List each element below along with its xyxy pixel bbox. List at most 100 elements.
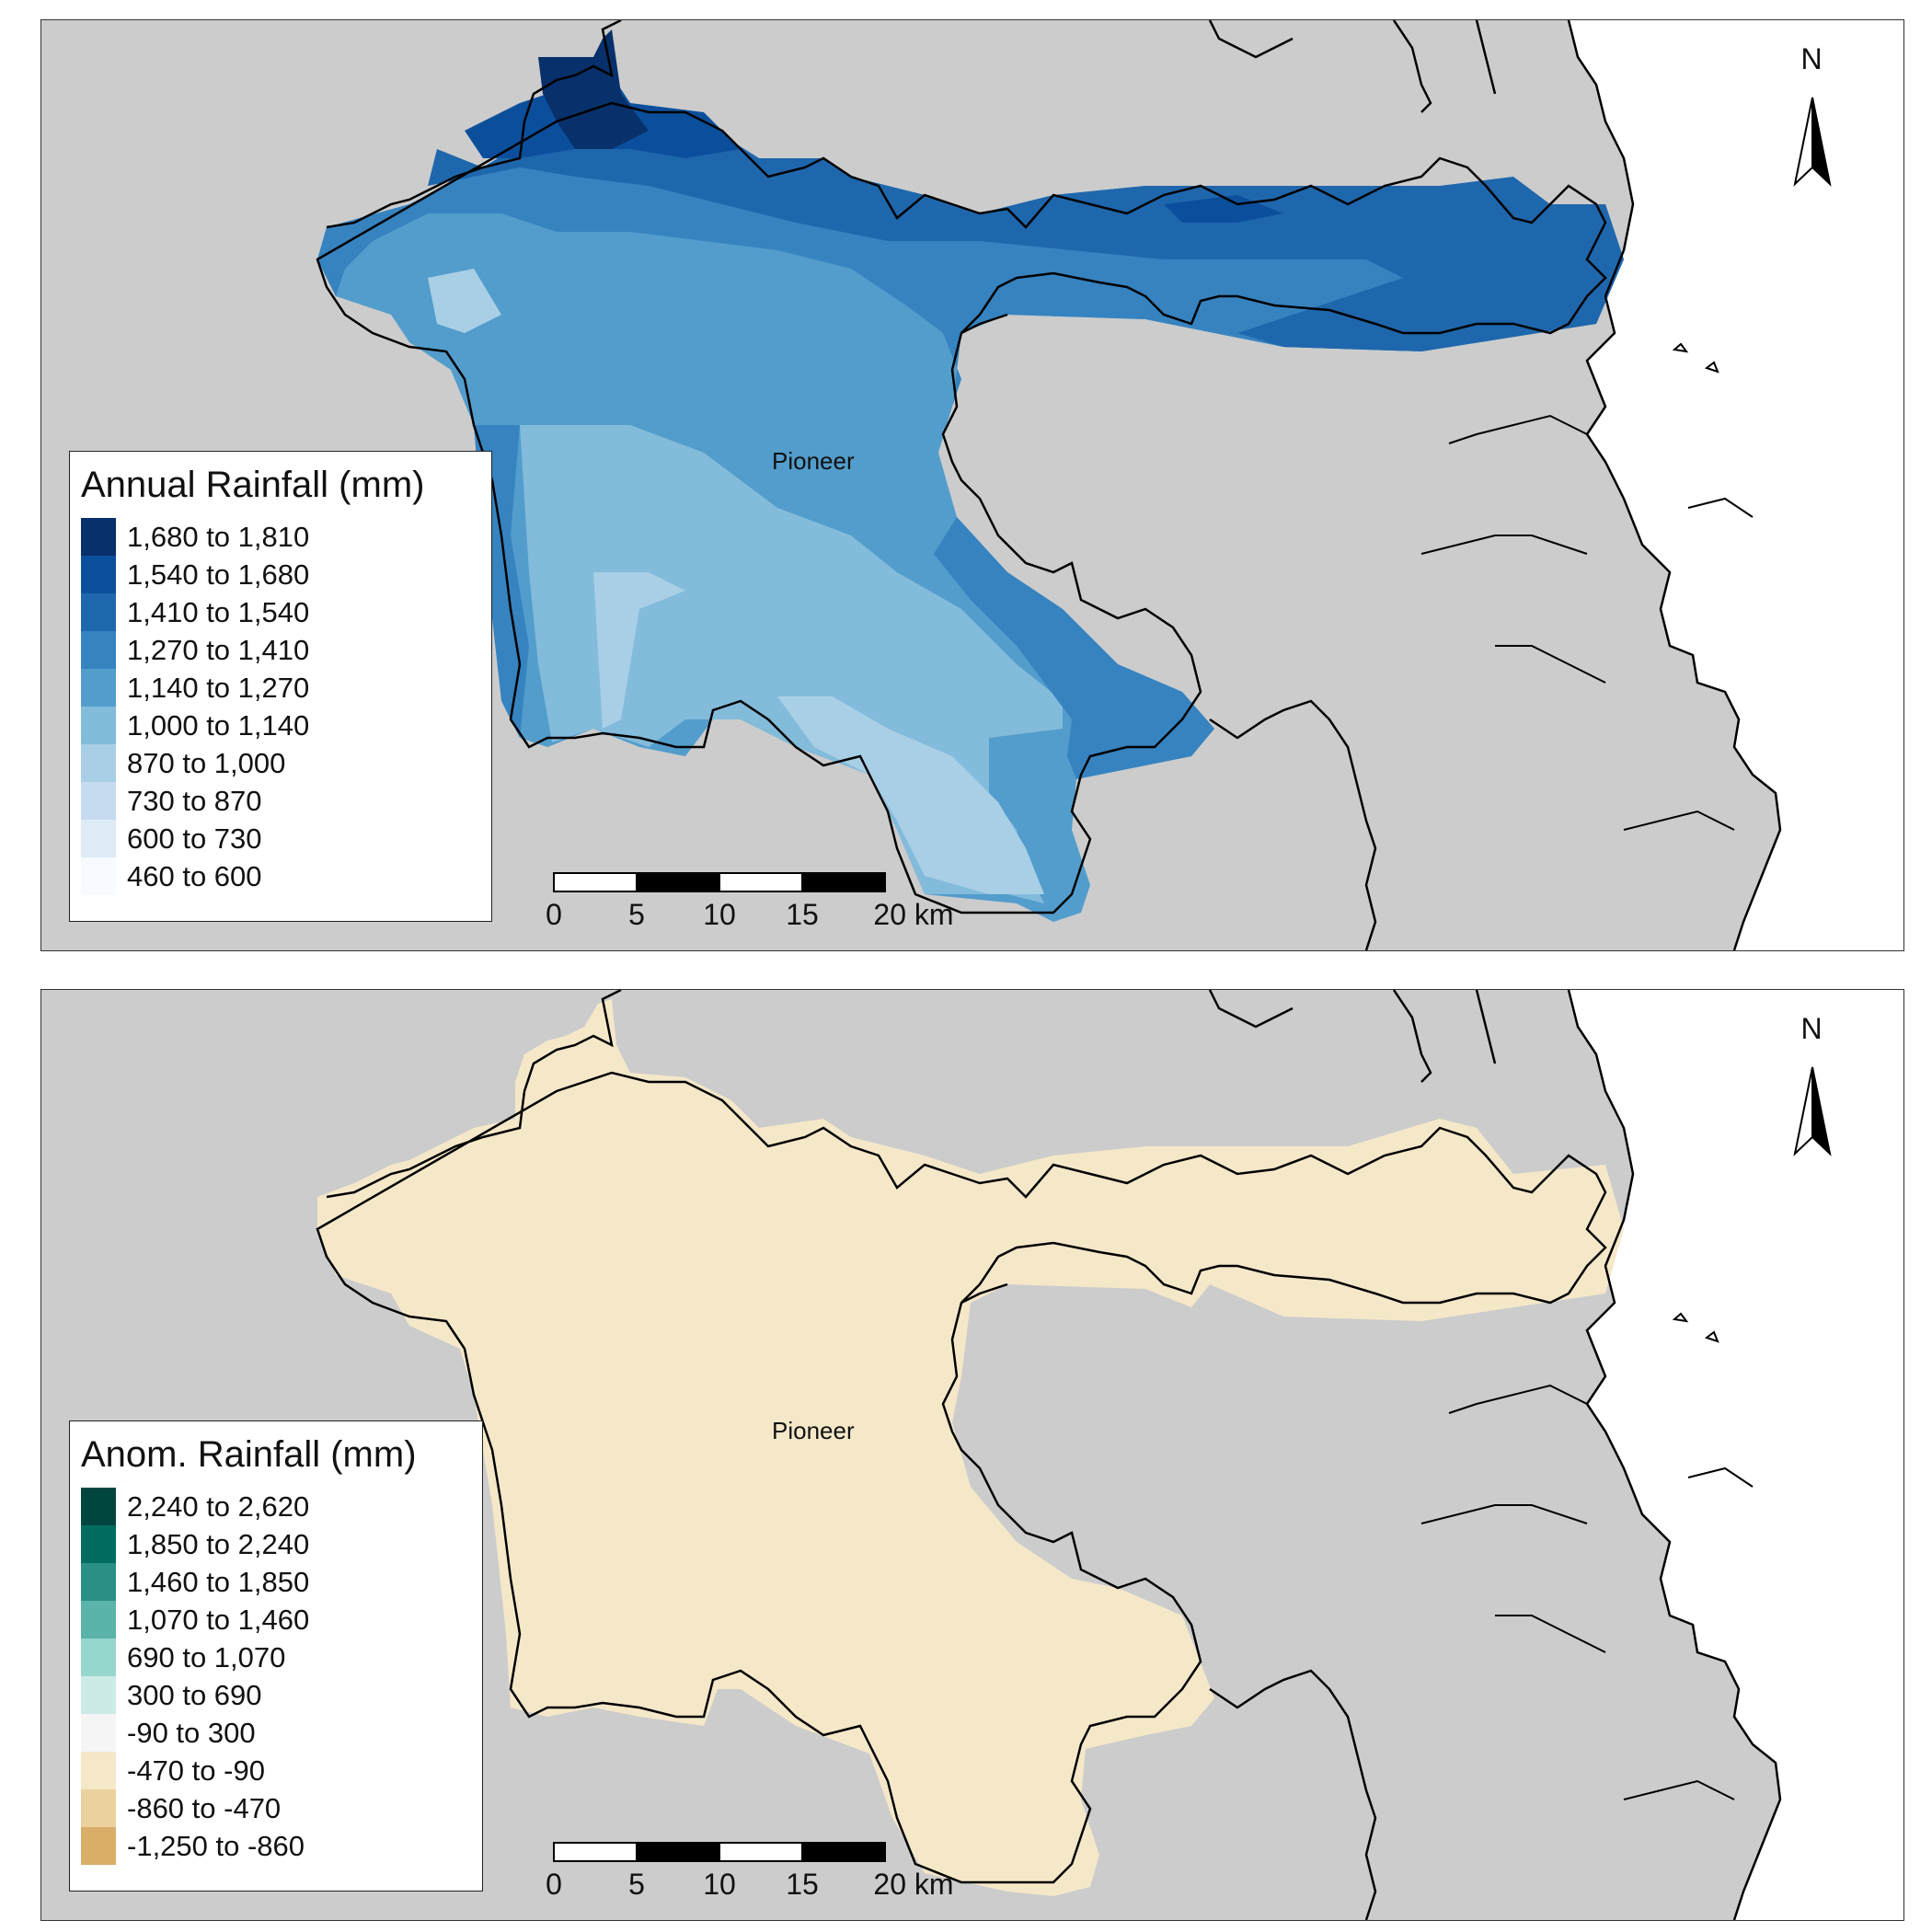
scale-bar [553,872,886,892]
estuaries [1420,1384,1754,1800]
legend-swatch [81,1601,116,1639]
legend-items: 2,240 to 2,620 1,850 to 2,240 1,460 to 1,8… [81,1488,471,1865]
catchment-boundary [316,990,1607,1884]
legend-swatch [81,518,116,556]
legend-item: 1,070 to 1,460 [81,1601,471,1639]
legend-item: 300 to 690 [81,1676,471,1714]
sea-area [1569,20,1903,950]
legend-swatch [81,593,116,631]
coastline-north [1208,990,1497,1083]
place-label-pioneer: Pioneer [772,1417,855,1444]
scale-bar [553,1842,886,1862]
legend-item: 1,850 to 2,240 [81,1525,471,1563]
legend-swatch [81,782,116,820]
legend-label: 1,070 to 1,460 [127,1603,310,1636]
scale-label-10: 10 [703,898,736,931]
legend-anomaly-rainfall: Anom. Rainfall (mm) 2,240 to 2,620 1,850 … [69,1420,483,1892]
legend-item: -1,250 to -860 [81,1827,471,1865]
legend-swatch [81,1827,116,1865]
legend-item: 460 to 600 [81,857,480,895]
anomaly-raster [317,999,1624,1896]
legend-swatch [81,1789,116,1827]
catchment-boundary [316,20,1607,914]
estuaries [1420,414,1754,831]
legend-item: 1,270 to 1,410 [81,631,480,669]
scale-label-20km: 20 km [873,898,954,931]
legend-label: -860 to -470 [127,1791,282,1824]
legend-item: 1,460 to 1,850 [81,1563,471,1601]
legend-item: 1,410 to 1,540 [81,593,480,631]
scale-label-15: 15 [786,898,819,931]
north-arrow-icon [1793,97,1832,187]
legend-item: 2,240 to 2,620 [81,1488,471,1525]
coastline [1567,20,1782,950]
legend-swatch [81,707,116,744]
legend-swatch [81,1488,116,1525]
scale-label-15: 15 [786,1868,819,1901]
legend-swatch [81,556,116,593]
north-arrow-label: N [1800,42,1823,75]
scale-label-0: 0 [546,898,562,931]
legend-items: 1,680 to 1,810 1,540 to 1,680 1,410 to 1,5… [81,518,480,895]
legend-item: 600 to 730 [81,820,480,857]
legend-item: 730 to 870 [81,782,480,820]
north-arrow-icon [1793,1066,1832,1156]
island [1672,342,1689,353]
legend-label: 730 to 870 [127,784,262,817]
north-arrow-label: N [1800,1012,1823,1045]
island-2 [1704,361,1719,374]
legend-swatch [81,1563,116,1601]
legend-item: 1,540 to 1,680 [81,556,480,593]
legend-item: 690 to 1,070 [81,1639,471,1676]
coastline [1567,990,1782,1920]
island [1672,1312,1689,1323]
scale-label-5: 5 [628,898,645,931]
legend-item: 1,680 to 1,810 [81,518,480,556]
legend-item: -90 to 300 [81,1714,471,1752]
legend-label: -1,250 to -860 [127,1829,305,1862]
legend-swatch [81,631,116,669]
legend-title: Annual Rainfall (mm) [81,465,425,505]
neighbour-boundary [1209,1669,1377,1920]
legend-swatch [81,1676,116,1714]
legend-item: -860 to -470 [81,1789,471,1827]
legend-label: 690 to 1,070 [127,1640,286,1673]
island-2 [1704,1330,1719,1343]
legend-label: -90 to 300 [127,1716,256,1749]
legend-item: 870 to 1,000 [81,744,480,782]
legend-label: 2,240 to 2,620 [127,1489,310,1523]
legend-swatch [81,1525,116,1563]
legend-swatch [81,1752,116,1789]
legend-item: 1,140 to 1,270 [81,669,480,707]
legend-label: 870 to 1,000 [127,746,286,779]
neighbour-boundary [1209,699,1377,950]
annual-rainfall-map [41,20,1903,950]
legend-label: 460 to 600 [127,859,262,892]
scale-label-20km: 20 km [873,1868,954,1901]
legend-item: -470 to -90 [81,1752,471,1789]
legend-item: 1,000 to 1,140 [81,707,480,744]
annual-rainfall-map-panel: Pioneer N 0 5 10 15 20 km Annual Rainfal… [40,19,1904,951]
place-label-pioneer: Pioneer [772,447,855,475]
scale-label-5: 5 [628,1868,645,1901]
legend-label: 1,140 to 1,270 [127,671,310,704]
legend-swatch [81,669,116,707]
legend-swatch [81,820,116,857]
legend-label: 1,460 to 1,850 [127,1565,310,1598]
legend-label: 1,680 to 1,810 [127,520,310,553]
legend-label: 1,000 to 1,140 [127,708,310,742]
legend-label: 600 to 730 [127,822,262,855]
anomaly-rainfall-map-panel: Pioneer N 0 5 10 15 20 km Anom. Rainfall… [40,989,1904,1921]
legend-swatch [81,857,116,895]
legend-label: 1,270 to 1,410 [127,633,310,666]
legend-swatch [81,1639,116,1676]
neighbour-boundary-2 [960,1282,1008,1305]
neighbour-boundary-2 [960,313,1008,335]
legend-label: 300 to 690 [127,1678,262,1711]
scale-label-0: 0 [546,1868,562,1901]
legend-label: -470 to -90 [127,1754,265,1787]
legend-label: 1,540 to 1,680 [127,558,310,591]
legend-label: 1,410 to 1,540 [127,595,310,628]
legend-title: Anom. Rainfall (mm) [81,1434,417,1475]
legend-swatch [81,1714,116,1752]
